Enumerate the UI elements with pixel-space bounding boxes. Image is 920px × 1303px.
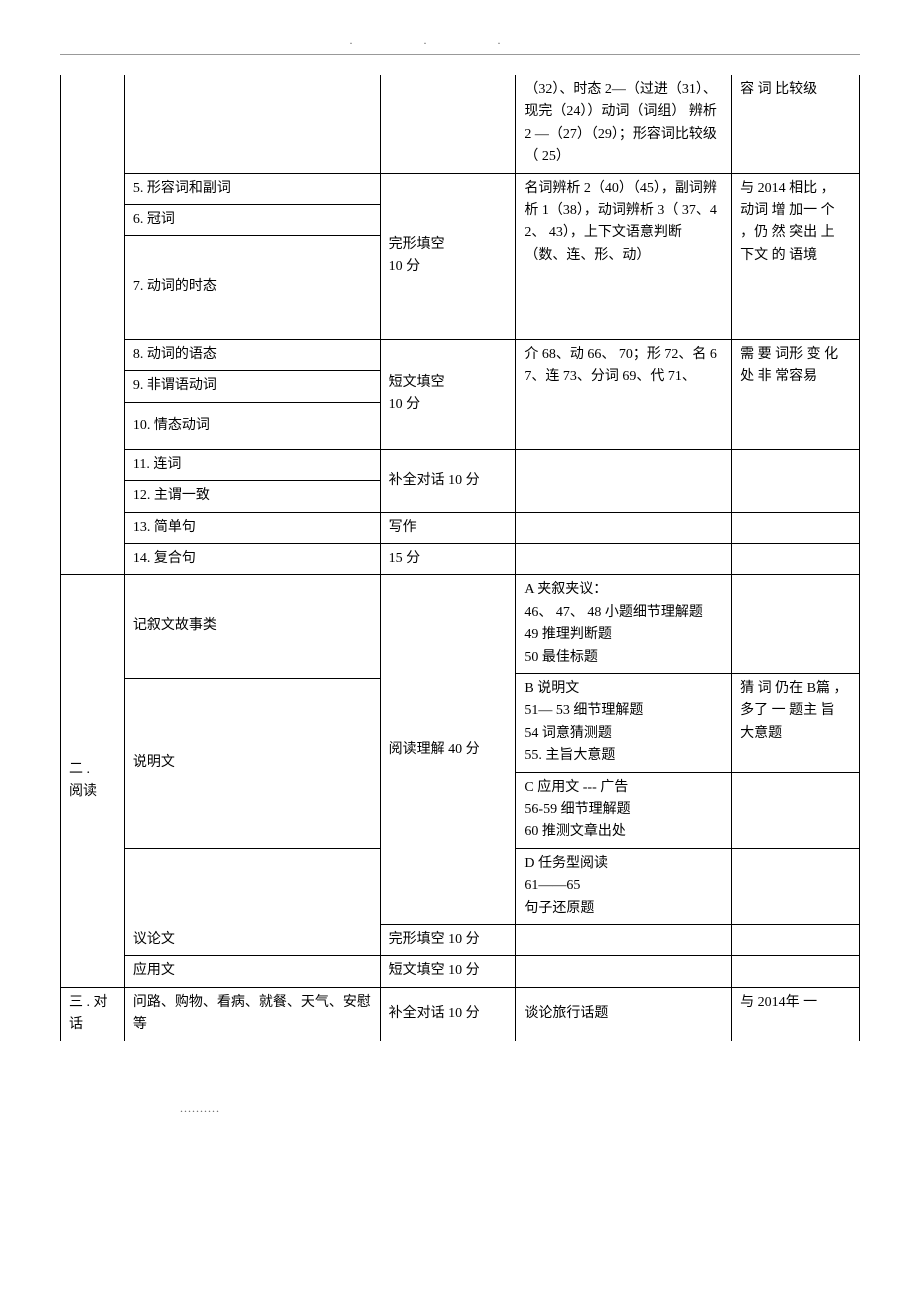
- cell: 需 要 词形 变 化处 非 常容易: [732, 339, 860, 449]
- footer-dots: ..........: [180, 1101, 860, 1116]
- cell: 猜 词 仍在 B篇 ， 多了 一 题主 旨 大意题: [732, 674, 860, 773]
- cell: 写作: [380, 512, 516, 543]
- cell: 二 . 阅读: [61, 575, 125, 987]
- table-row: 8. 动词的语态 短文填空 10 分 介 68、动 66、 70；形 72、名 …: [61, 339, 860, 370]
- cell: [61, 481, 125, 512]
- cell: [732, 924, 860, 955]
- cell: [61, 236, 125, 339]
- cell: [516, 924, 732, 955]
- cell: 15 分: [380, 544, 516, 575]
- cell: （32）、时态 2—（过进（31）、现完（24））动词（词组） 辨析 2 —（2…: [516, 75, 732, 173]
- cell: [61, 75, 125, 173]
- table-row: （32）、时态 2—（过进（31）、现完（24））动词（词组） 辨析 2 —（2…: [61, 75, 860, 173]
- cell: 5. 形容词和副词: [124, 173, 380, 204]
- cell: [61, 173, 125, 204]
- cell: [61, 371, 125, 402]
- cell: [516, 544, 732, 575]
- table-row: 13. 简单句 写作: [61, 512, 860, 543]
- cell: 谈论旅行话题: [516, 987, 732, 1040]
- cell: B 说明文 51— 53 细节理解题 54 词意猜测题 55. 主旨大意题: [516, 674, 732, 773]
- cell: 名词辨析 2（40）（45），副词辨析 1（38），动词辨析 3（ 37、42、…: [516, 173, 732, 339]
- cell: [732, 772, 860, 848]
- page-header: ···: [60, 40, 860, 55]
- cell: [124, 75, 380, 173]
- cell: [732, 848, 860, 924]
- cell: [61, 544, 125, 575]
- cell: 容 词 比较级: [732, 75, 860, 173]
- cell: [732, 449, 860, 512]
- cell: 问路、购物、看病、就餐、天气、安慰等: [124, 987, 380, 1040]
- cell: 说明文: [124, 678, 380, 848]
- cell: [61, 449, 125, 480]
- cell: [516, 449, 732, 512]
- table-row: 应用文 短文填空 10 分: [61, 956, 860, 987]
- cell: [516, 512, 732, 543]
- cell: 完形填空 10 分: [380, 924, 516, 955]
- cell: D 任务型阅读 61——65 句子还原题: [516, 848, 732, 924]
- table-row: 二 . 阅读 记叙文故事类 阅读理解 40 分 A 夹叙夹议： 46、 47、 …: [61, 575, 860, 674]
- cell: [516, 956, 732, 987]
- cell: 应用文: [124, 956, 380, 987]
- cell: [61, 339, 125, 370]
- cell: 8. 动词的语态: [124, 339, 380, 370]
- cell: 短文填空 10 分: [380, 339, 516, 449]
- cell: 补全对话 10 分: [380, 987, 516, 1040]
- cell: 补全对话 10 分: [380, 449, 516, 512]
- cell: 10. 情态动词: [124, 402, 380, 449]
- cell: 完形填空 10 分: [380, 173, 516, 339]
- cell: [61, 512, 125, 543]
- table-row: 5. 形容词和副词 完形填空 10 分 名词辨析 2（40）（45），副词辨析 …: [61, 173, 860, 204]
- cell: 6. 冠词: [124, 204, 380, 235]
- cell: [61, 204, 125, 235]
- cell: [732, 575, 860, 674]
- cell: 13. 简单句: [124, 512, 380, 543]
- cell: [380, 75, 516, 173]
- cell: 与 2014 相比 ， 动词 增 加一 个 ，仍 然 突出 上 下文 的 语境: [732, 173, 860, 339]
- analysis-table: （32）、时态 2—（过进（31）、现完（24））动词（词组） 辨析 2 —（2…: [60, 75, 860, 1041]
- cell: 议论文: [124, 848, 380, 956]
- cell: [732, 512, 860, 543]
- cell: 记叙文故事类: [124, 575, 380, 678]
- cell: 与 2014年 一: [732, 987, 860, 1040]
- table-row: 三 . 对话 问路、购物、看病、就餐、天气、安慰等 补全对话 10 分 谈论旅行…: [61, 987, 860, 1040]
- cell: 11. 连词: [124, 449, 380, 480]
- cell: A 夹叙夹议： 46、 47、 48 小题细节理解题 49 推理判断题 50 最…: [516, 575, 732, 674]
- cell: C 应用文 --- 广告 56-59 细节理解题 60 推测文章出处: [516, 772, 732, 848]
- cell: 12. 主谓一致: [124, 481, 380, 512]
- cell: 9. 非谓语动词: [124, 371, 380, 402]
- cell: 阅读理解 40 分: [380, 575, 516, 924]
- header-dots: ···: [349, 36, 571, 51]
- cell: 短文填空 10 分: [380, 956, 516, 987]
- cell: 介 68、动 66、 70；形 72、名 67、连 73、分词 69、代 71、: [516, 339, 732, 449]
- table-row: 14. 复合句 15 分: [61, 544, 860, 575]
- cell: [732, 956, 860, 987]
- cell: 7. 动词的时态: [124, 236, 380, 339]
- cell: 14. 复合句: [124, 544, 380, 575]
- table-row: 11. 连词 补全对话 10 分: [61, 449, 860, 480]
- cell: [61, 402, 125, 449]
- cell: [732, 544, 860, 575]
- cell: 三 . 对话: [61, 987, 125, 1040]
